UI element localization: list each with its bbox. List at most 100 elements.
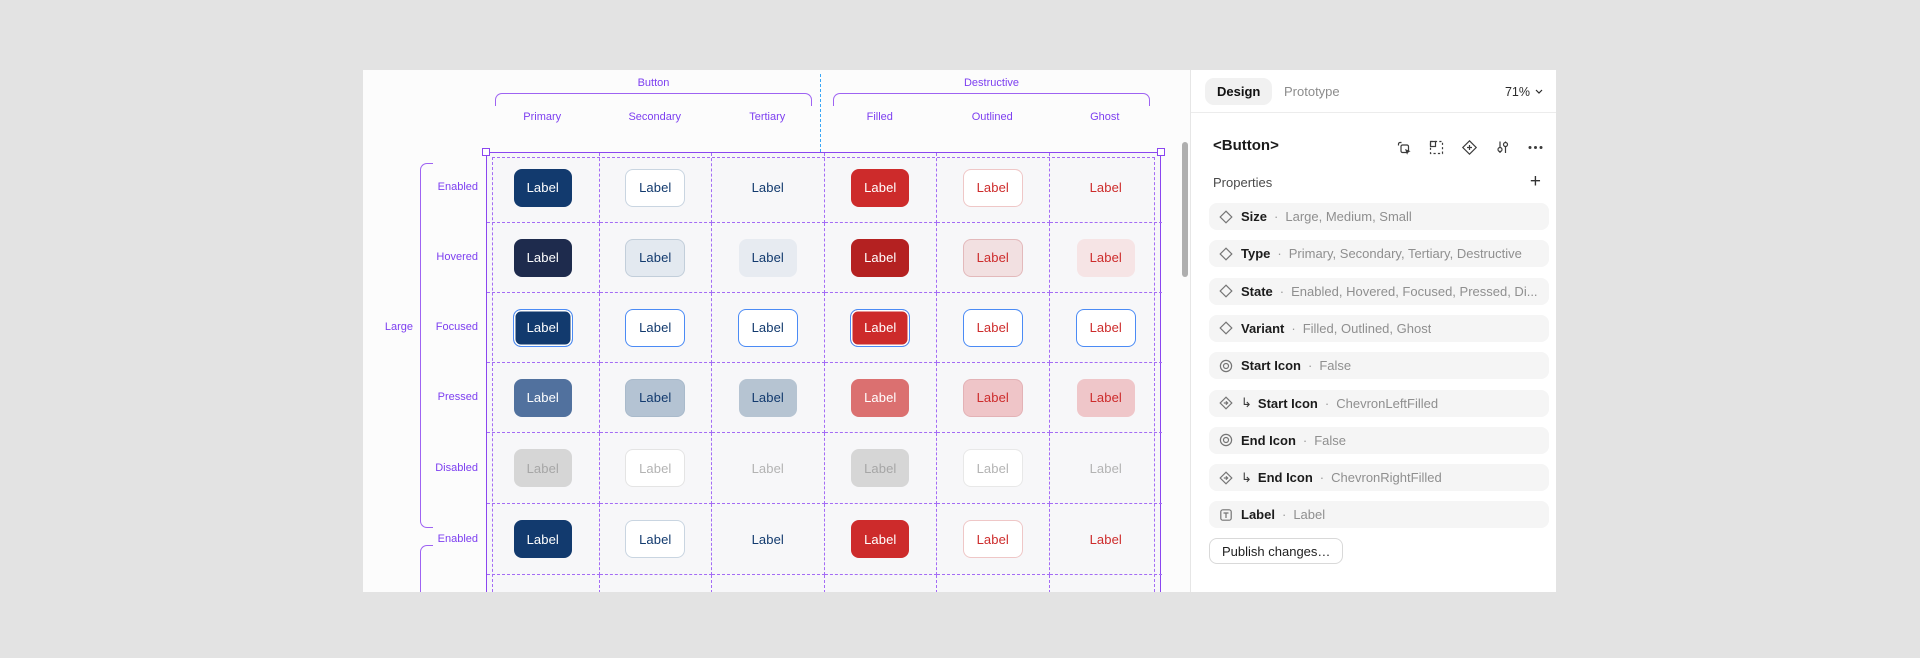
group-bracket xyxy=(833,93,1150,106)
variant-cell: Label xyxy=(487,223,600,293)
button-secondary-pressed[interactable]: Label xyxy=(625,378,686,417)
property-row-state[interactable]: State · Enabled, Hovered, Focused, Pressed… xyxy=(1209,277,1549,305)
button-tertiary-enabled[interactable]: Label xyxy=(751,531,784,547)
group-label: Destructive xyxy=(963,77,1020,89)
button-primary-enabled[interactable]: Label xyxy=(513,168,572,207)
boolean-icon xyxy=(1218,358,1234,374)
button-tertiary-disabled[interactable]: Label xyxy=(751,460,784,476)
property-separator: · xyxy=(1319,470,1325,486)
button-destructive-filled-pressed[interactable]: Label xyxy=(851,378,910,417)
property-row-start-icon[interactable]: Start Icon · False xyxy=(1209,352,1549,380)
button-destructive-ghost-focused[interactable]: Label xyxy=(1075,308,1136,347)
variant-cell: Label xyxy=(712,293,825,363)
button-secondary-enabled[interactable]: Label xyxy=(625,168,686,207)
property-value: ChevronLeftFilled xyxy=(1336,395,1439,411)
property-row-label[interactable]: Label · Label xyxy=(1209,501,1549,529)
property-value: Label xyxy=(1293,507,1326,523)
selection-handle-top-left[interactable] xyxy=(482,148,490,156)
button-destructive-filled-enabled[interactable]: Label xyxy=(851,520,910,558)
button-secondary-hovered[interactable]: Label xyxy=(625,238,686,277)
button-destructive-filled-focused[interactable]: Label xyxy=(850,308,911,347)
instance-swap-icon xyxy=(1218,395,1234,411)
button-destructive-filled-enabled[interactable]: Label xyxy=(851,168,910,207)
button-destructive-outlined-pressed[interactable]: Label xyxy=(962,378,1023,417)
property-value: Large, Medium, Small xyxy=(1285,209,1412,224)
canvas[interactable]: Label Label Label Label Label Label Label Label… xyxy=(363,70,1190,592)
variants-grid-icon[interactable] xyxy=(1426,137,1446,157)
button-destructive-filled-disabled[interactable]: Label xyxy=(851,449,910,487)
property-row-type[interactable]: Type · Primary, Secondary, Tertiary, Destr… xyxy=(1209,240,1549,268)
button-primary-hovered[interactable]: Label xyxy=(513,238,572,277)
property-separator: · xyxy=(1281,507,1287,523)
variant-cell: Label xyxy=(599,363,712,433)
property-value: False xyxy=(1319,358,1352,374)
variant-cell: Label xyxy=(487,433,600,504)
button-primary-disabled[interactable]: Label xyxy=(513,449,572,487)
more-icon[interactable] xyxy=(1525,137,1545,157)
variant-cell: Label xyxy=(824,433,937,504)
variant-cell: Label xyxy=(599,153,712,223)
variant-cell: Label xyxy=(1049,504,1162,575)
button-destructive-outlined-enabled[interactable]: Label xyxy=(962,520,1023,558)
button-destructive-outlined-disabled[interactable]: Label xyxy=(962,449,1023,487)
variant-cell: Label xyxy=(937,504,1050,575)
button-secondary-focused[interactable]: Label xyxy=(625,308,686,347)
button-destructive-ghost-enabled[interactable]: Label xyxy=(1089,531,1122,547)
tab-prototype[interactable]: Prototype xyxy=(1284,84,1340,99)
button-destructive-ghost-hovered[interactable]: Label xyxy=(1076,238,1135,277)
variant-cell: Label xyxy=(937,223,1050,293)
column-label: Ghost xyxy=(1090,111,1120,123)
variant-cell xyxy=(712,575,825,592)
tab-design[interactable]: Design xyxy=(1205,78,1273,105)
button-destructive-ghost-enabled[interactable]: Label xyxy=(1089,180,1122,195)
button-destructive-ghost-disabled[interactable]: Label xyxy=(1089,460,1122,476)
button-destructive-ghost-pressed[interactable]: Label xyxy=(1076,378,1135,417)
multi-select-icon[interactable] xyxy=(1393,137,1413,157)
blue-guide-line xyxy=(820,74,821,152)
size-group-label: Large xyxy=(384,321,413,333)
selection-handle-top-right[interactable] xyxy=(1157,148,1165,156)
property-name: Start Icon xyxy=(1241,358,1301,374)
button-tertiary-hovered[interactable]: Label xyxy=(738,238,797,277)
publish-changes-button[interactable]: Publish changes… xyxy=(1209,538,1344,564)
button-destructive-outlined-hovered[interactable]: Label xyxy=(962,238,1023,277)
variant-cell: Label xyxy=(1049,433,1162,504)
variant-cell: Label xyxy=(712,223,825,293)
variant-cell: Label xyxy=(599,433,712,504)
text-prop-icon xyxy=(1218,507,1234,523)
button-secondary-enabled[interactable]: Label xyxy=(625,520,686,558)
button-primary-focused[interactable]: Label xyxy=(512,308,573,347)
property-row-end-icon-nested[interactable]: ↳ End Icon · ChevronRightFilled xyxy=(1209,464,1549,492)
property-separator: · xyxy=(1277,246,1282,262)
variant-cell: Label xyxy=(824,293,937,363)
button-tertiary-pressed[interactable]: Label xyxy=(738,378,797,417)
button-destructive-filled-hovered[interactable]: Label xyxy=(851,238,910,277)
property-row-variant[interactable]: Variant · Filled, Outlined, Ghost xyxy=(1209,314,1549,342)
adjust-icon[interactable] xyxy=(1492,137,1512,157)
button-secondary-disabled[interactable]: Label xyxy=(625,449,686,487)
variant-diamond-icon xyxy=(1218,320,1234,336)
variant-cell: Label xyxy=(487,153,600,223)
add-property-button[interactable]: + xyxy=(1529,171,1541,192)
property-row-size[interactable]: Size · Large, Medium, Small xyxy=(1209,203,1549,230)
button-primary-pressed[interactable]: Label xyxy=(513,378,572,417)
component-set-frame[interactable]: Label Label Label Label Label Label Label Label… xyxy=(486,152,1162,592)
button-tertiary-enabled[interactable]: Label xyxy=(751,180,784,195)
add-variant-icon[interactable] xyxy=(1459,137,1479,157)
variant-cell: Label xyxy=(937,433,1050,504)
zoom-control[interactable]: 71% xyxy=(1505,78,1543,105)
property-row-start-icon-nested[interactable]: ↳ Start Icon · ChevronLeftFilled xyxy=(1209,389,1549,417)
button-destructive-outlined-enabled[interactable]: Label xyxy=(962,168,1023,207)
button-tertiary-focused[interactable]: Label xyxy=(737,308,798,347)
property-separator: · xyxy=(1274,209,1279,224)
button-primary-enabled[interactable]: Label xyxy=(513,520,572,558)
column-label: Outlined xyxy=(971,111,1013,123)
button-destructive-outlined-focused[interactable]: Label xyxy=(962,308,1023,347)
column-label: Primary xyxy=(523,111,562,123)
zoom-value: 71% xyxy=(1504,84,1530,99)
property-row-end-icon[interactable]: End Icon · False xyxy=(1209,426,1549,454)
right-panel: Design Prototype 71% <Button> Properties… xyxy=(1190,70,1556,592)
boolean-icon xyxy=(1218,432,1234,448)
canvas-scrollbar[interactable] xyxy=(1182,142,1188,277)
